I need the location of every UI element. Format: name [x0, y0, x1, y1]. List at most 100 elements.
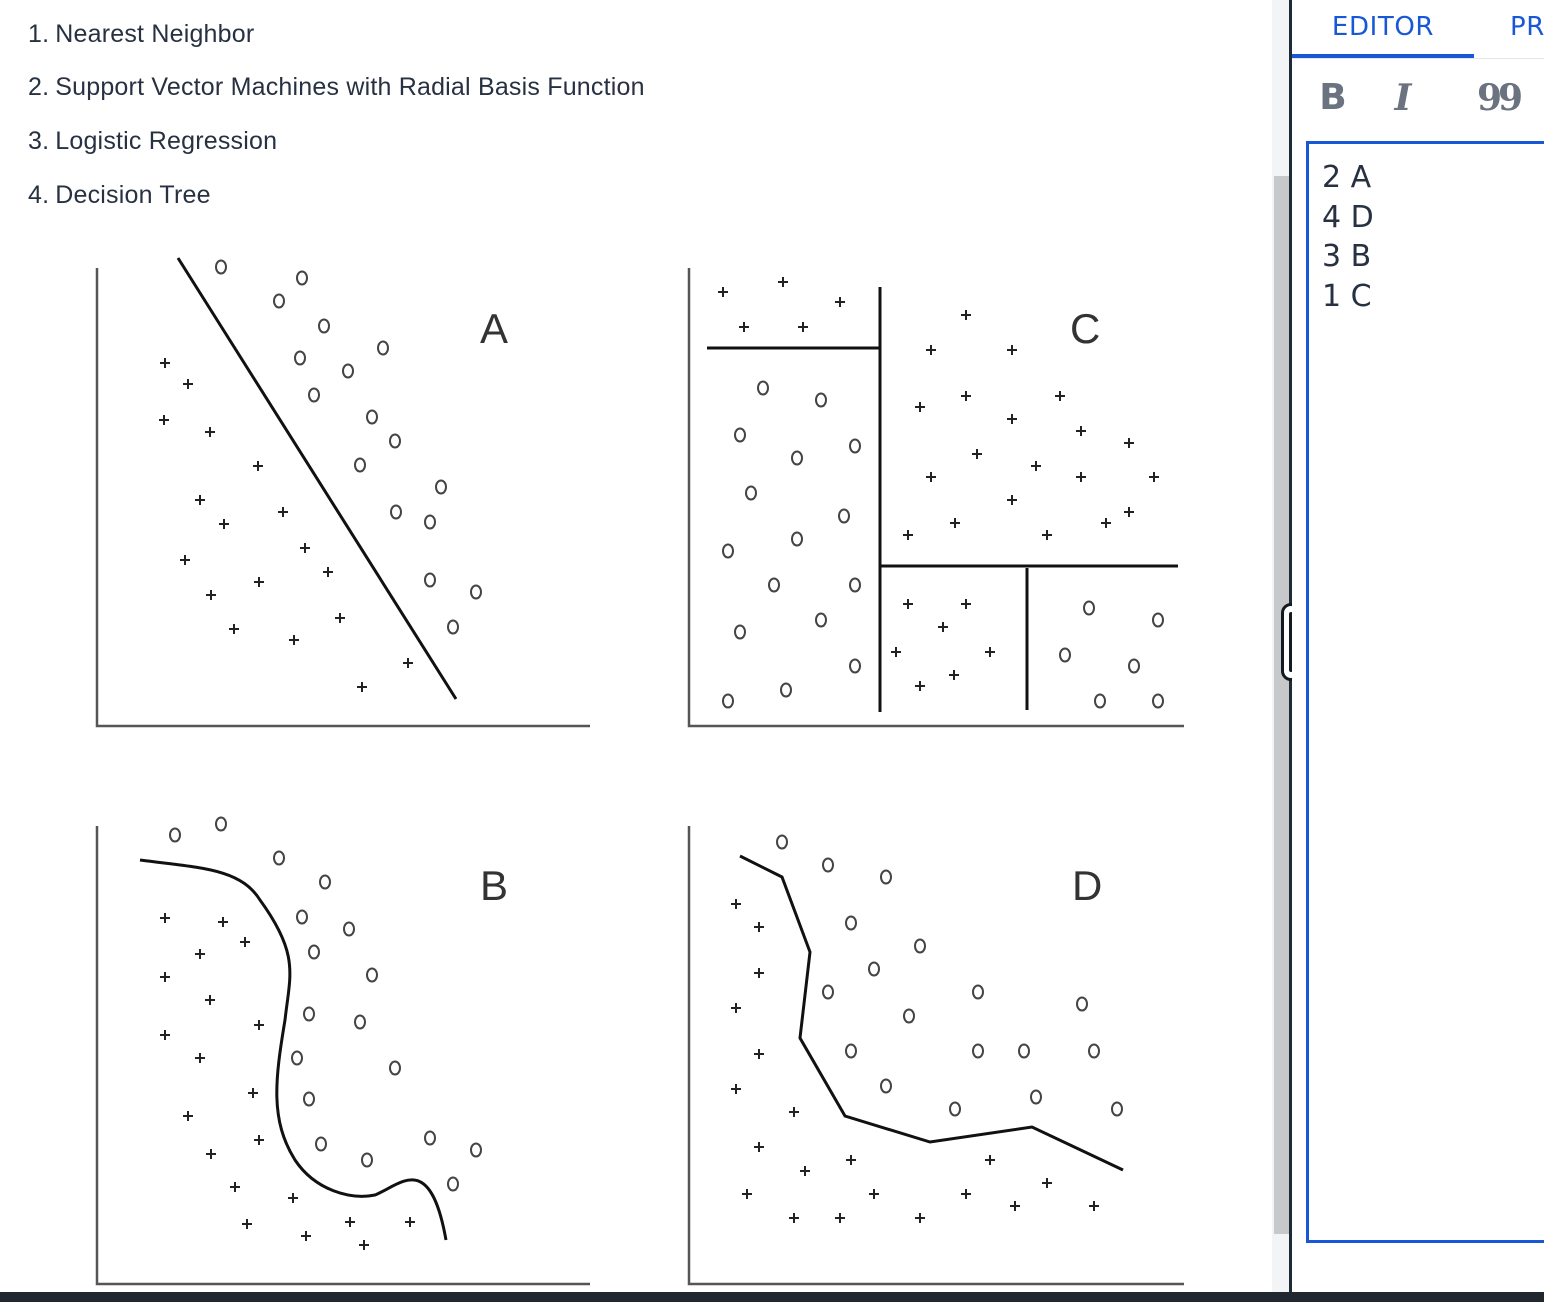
plus-point — [218, 917, 228, 927]
plus-point — [1124, 438, 1134, 448]
plus-point — [1007, 495, 1017, 505]
circle-point — [273, 293, 285, 309]
circle-point — [1083, 600, 1095, 616]
circle-point — [361, 1152, 373, 1168]
circle-point — [849, 438, 861, 454]
plus-point — [206, 1149, 216, 1159]
circle-point — [169, 827, 181, 843]
plus-point — [961, 599, 971, 609]
plus-point — [160, 913, 170, 923]
answer-text: 2 A 4 D 3 B 1 C — [1322, 158, 1374, 316]
circle-point — [308, 387, 320, 403]
circle-point — [845, 1043, 857, 1059]
circle-point — [470, 584, 482, 600]
circle-point — [914, 938, 926, 954]
answer-editor-panel: EDITOR PR B I 99 2 A 4 D 3 B 1 C — [1292, 0, 1544, 1292]
circle-point — [1076, 996, 1088, 1012]
circle-point — [435, 479, 447, 495]
panel-a-boundary — [176, 257, 458, 700]
panel-c-points — [718, 277, 1164, 709]
plus-point — [972, 449, 982, 459]
answer-line: 4 D — [1322, 199, 1374, 235]
panel-d-label: D — [1072, 862, 1102, 909]
tab-preview[interactable]: PR — [1510, 12, 1544, 42]
decision-boundary-figures: A C B D — [95, 257, 1184, 1286]
circle-point — [1111, 1101, 1123, 1117]
circle-point — [296, 270, 308, 286]
circle-point — [215, 259, 227, 275]
plus-point — [915, 1213, 925, 1223]
plus-point — [1031, 461, 1041, 471]
circle-point — [366, 409, 378, 425]
plus-point — [926, 345, 936, 355]
circle-point — [791, 531, 803, 547]
circle-point — [354, 457, 366, 473]
plus-point — [1124, 507, 1134, 517]
panel-d-points — [731, 834, 1123, 1223]
plus-point — [731, 899, 741, 909]
plus-point — [835, 297, 845, 307]
answer-line: 3 B — [1322, 239, 1372, 274]
plus-point — [254, 1020, 264, 1030]
italic-button[interactable]: I — [1394, 77, 1412, 119]
bottom-bar — [0, 1292, 1544, 1302]
plus-point — [160, 358, 170, 368]
plus-point — [938, 622, 948, 632]
panel-d: D — [687, 826, 1184, 1286]
plus-point — [183, 1111, 193, 1121]
plus-point — [961, 391, 971, 401]
plus-point — [789, 1213, 799, 1223]
plus-point — [230, 1182, 240, 1192]
answer-textarea[interactable] — [1306, 141, 1544, 1243]
panel-c: C — [687, 268, 1184, 728]
circle-point — [849, 658, 861, 674]
circle-point — [776, 834, 788, 850]
panel-b-label: B — [480, 862, 508, 909]
plus-point — [205, 427, 215, 437]
plus-point — [926, 472, 936, 482]
plus-point — [242, 1219, 252, 1229]
circle-point — [318, 318, 330, 334]
question-content: 1. Nearest Neighbor 2. Support Vector Mach… — [28, 20, 1184, 1286]
panel-b-boundary — [139, 858, 448, 1241]
plus-point — [961, 310, 971, 320]
circle-point — [768, 577, 780, 593]
scrollbar-thumb[interactable] — [1274, 176, 1290, 1234]
circle-point — [815, 392, 827, 408]
plus-point — [403, 658, 413, 668]
plus-point — [405, 1217, 415, 1227]
bold-button[interactable]: B — [1319, 77, 1347, 118]
answer-line: 1 C — [1322, 278, 1372, 314]
circle-point — [815, 612, 827, 628]
circle-point — [903, 1008, 915, 1024]
plus-point — [254, 577, 264, 587]
plus-point — [985, 647, 995, 657]
panel-b-points — [160, 816, 482, 1250]
circle-point — [849, 577, 861, 593]
circle-point — [1094, 693, 1106, 709]
circle-point — [291, 1050, 303, 1066]
circle-point — [447, 1176, 459, 1192]
panel-c-axes — [687, 268, 1184, 728]
circle-point — [722, 693, 734, 709]
panel-a: A — [95, 257, 590, 728]
plus-point — [778, 277, 788, 287]
quote-button[interactable]: 99 — [1476, 77, 1523, 119]
circle-point — [722, 543, 734, 559]
panel-d-axes — [687, 826, 1184, 1286]
circle-point — [273, 850, 285, 866]
plus-point — [278, 507, 288, 517]
circle-point — [303, 1091, 315, 1107]
circle-point — [734, 427, 746, 443]
plus-point — [1149, 472, 1159, 482]
plus-point — [754, 968, 764, 978]
plus-point — [301, 1231, 311, 1241]
plus-point — [205, 995, 215, 1005]
panel-c-label: C — [1070, 305, 1100, 352]
plus-point — [160, 972, 170, 982]
plus-point — [915, 681, 925, 691]
circle-point — [354, 1014, 366, 1030]
tab-editor[interactable]: EDITOR — [1292, 0, 1474, 58]
circle-point — [880, 1078, 892, 1094]
circle-point — [389, 433, 401, 449]
